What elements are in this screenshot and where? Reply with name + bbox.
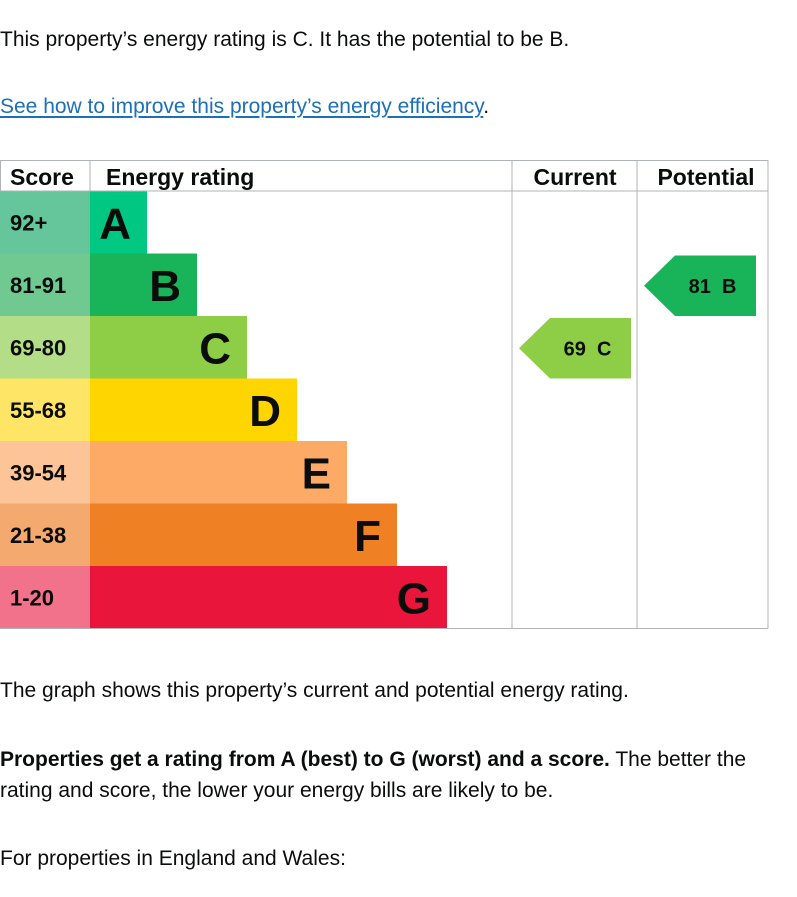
score-cell-b <box>0 253 90 316</box>
band-bar-g <box>90 566 447 629</box>
potential-rating-label: 81 B <box>689 276 737 298</box>
score-label-g: 1-20 <box>10 585 54 610</box>
band-letter-f: F <box>354 512 381 561</box>
potential-rating-arrow <box>644 255 756 316</box>
score-label-e: 39-54 <box>10 460 67 485</box>
band-bar-b <box>90 253 197 316</box>
header-energy-rating: Energy rating <box>106 164 254 190</box>
score-cell-e <box>0 441 90 504</box>
improve-efficiency-link[interactable]: See how to improve this property’s energ… <box>0 95 484 118</box>
band-bar-e <box>90 441 347 504</box>
current-rating-label: 69 C <box>564 338 612 360</box>
band-letter-b: B <box>149 262 181 311</box>
graph-note: The graph shows this property’s current … <box>0 679 629 702</box>
energy-rating-chart: 92+ A81-91 B69-80 C55-68 D39-54 E21-38 F1-20 G … <box>0 160 769 629</box>
score-cell-a <box>0 191 90 254</box>
score-cell-g <box>0 566 90 629</box>
band-bar-d <box>90 378 297 441</box>
score-cell-d <box>0 378 90 441</box>
header-score: Score <box>10 164 74 190</box>
score-label-d: 55-68 <box>10 398 66 423</box>
regions-intro: For properties in England and Wales: <box>0 847 346 870</box>
rating-markers: 69 C 81 B <box>519 255 756 379</box>
band-bar-f <box>90 503 397 566</box>
current-rating-arrow <box>519 318 631 379</box>
chart-grid <box>0 160 769 629</box>
score-cell-f <box>0 503 90 566</box>
band-bar-a <box>90 191 147 254</box>
rating-explanation-lead: Properties get a rating from A (best) to… <box>0 748 610 771</box>
link-suffix: . <box>483 95 490 118</box>
band-letter-a: A <box>99 199 131 248</box>
rating-summary: This property’s energy rating is C. It h… <box>0 28 570 51</box>
band-letter-d: D <box>249 387 281 436</box>
score-label-f: 21-38 <box>10 523 66 548</box>
band-letter-c: C <box>199 324 231 373</box>
header-current: Current <box>533 164 616 190</box>
band-letter-e: E <box>302 449 331 498</box>
improve-paragraph: See how to improve this property’s energ… <box>0 91 489 122</box>
score-cell-c <box>0 316 90 379</box>
score-label-b: 81-91 <box>10 273 66 298</box>
rating-explanation: Properties get a rating from A (best) to… <box>0 744 790 806</box>
band-letter-g: G <box>397 574 431 623</box>
rating-bands: 92+ A 81-91 B 69-80 C 55-68 D 39-54 E 21-38 F 1-20 G <box>0 191 447 629</box>
header-potential: Potential <box>657 164 754 190</box>
score-label-c: 69-80 <box>10 335 66 360</box>
band-bar-c <box>90 316 247 379</box>
score-label-a: 92+ <box>10 210 47 235</box>
rating-explanation-rest: The better the rating and score, the low… <box>0 748 747 802</box>
